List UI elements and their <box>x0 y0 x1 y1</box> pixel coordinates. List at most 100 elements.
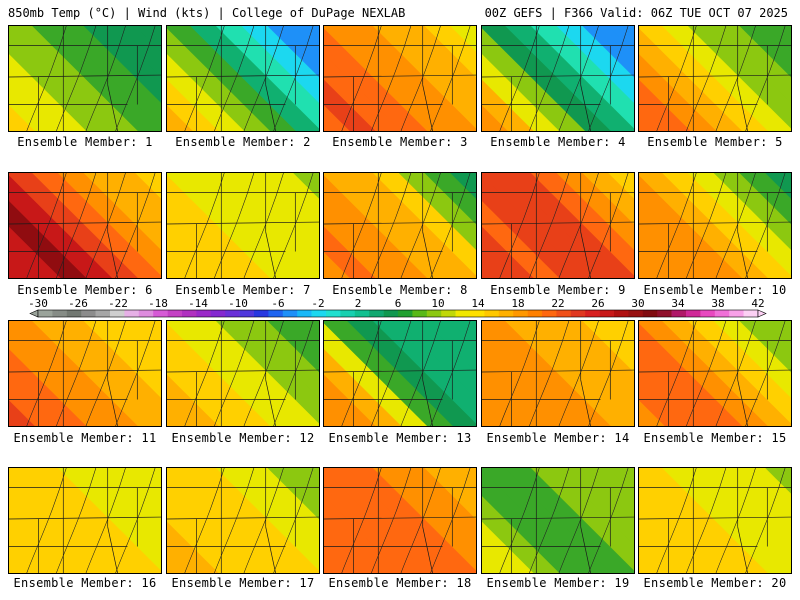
state-boundary-line <box>482 74 634 78</box>
temperature-field <box>639 26 791 131</box>
colorbar-tick-label: 22 <box>551 298 564 310</box>
colorbar-segment <box>354 310 370 317</box>
contour-line <box>529 468 570 573</box>
contour-line <box>558 173 599 278</box>
state-boundary-line <box>482 221 634 225</box>
contour-line <box>558 321 599 426</box>
map-panel-member-4 <box>481 25 635 132</box>
colorbar-segment <box>642 310 658 317</box>
contour-line <box>499 468 540 573</box>
temperature-field <box>482 468 634 573</box>
colorbar-segment <box>614 310 629 317</box>
colorbar-tick-label: -26 <box>68 298 88 310</box>
map-panel-member-18 <box>323 467 477 574</box>
state-boundary-line <box>107 379 118 426</box>
colorbar-segment <box>513 310 528 317</box>
contour-line <box>243 321 284 426</box>
colorbar-segment <box>326 310 341 317</box>
colorbar-tick-label: 14 <box>471 298 485 310</box>
colorbar-segment <box>743 310 759 317</box>
colorbar-segment <box>369 310 384 317</box>
member-label: Ensemble Member: 4 <box>490 135 626 149</box>
temperature-band <box>482 521 534 573</box>
contour-line <box>341 468 382 573</box>
contour-line <box>588 468 629 573</box>
colorbar-segment <box>110 310 125 317</box>
state-boundary-line <box>482 516 634 520</box>
temperature-field <box>9 173 161 278</box>
temperature-field <box>167 26 319 131</box>
temperature-field <box>639 321 791 426</box>
temperature-band <box>639 79 691 131</box>
state-boundary-line <box>580 379 591 426</box>
colorbar-segment <box>470 310 485 317</box>
contour-line <box>214 26 255 131</box>
state-boundary-line <box>324 221 476 225</box>
colorbar-segment <box>714 310 730 317</box>
colorbar-segment <box>311 310 327 317</box>
contour-line <box>715 321 756 426</box>
colorbar-tick-label: -10 <box>228 298 248 310</box>
colorbar-segment <box>671 310 687 317</box>
colorbar-segment <box>95 310 111 317</box>
colorbar-segment <box>182 310 197 317</box>
map-panel-member-3 <box>323 25 477 132</box>
contour-line <box>115 321 156 426</box>
temperature-field <box>324 173 476 278</box>
member-label: Ensemble Member: 18 <box>328 576 472 590</box>
contour-line <box>115 468 156 573</box>
contour-line <box>715 26 756 131</box>
contour-line <box>558 468 599 573</box>
colorbar-segment <box>138 310 154 317</box>
contour-line <box>273 173 314 278</box>
state-boundary-line <box>167 221 319 225</box>
colorbar-segment <box>66 310 82 317</box>
contour-line <box>56 26 97 131</box>
colorbar-segment <box>585 310 600 317</box>
colorbar-tick-label: 30 <box>631 298 644 310</box>
colorbar-segment <box>210 310 226 317</box>
colorbar-right-arrow <box>757 309 767 318</box>
contour-line <box>430 321 471 426</box>
colorbar-tick-label: -22 <box>108 298 128 310</box>
member-label: Ensemble Member: 7 <box>175 283 311 297</box>
colorbar-segment <box>297 310 312 317</box>
colorbar-segment <box>239 310 255 317</box>
state-boundary-line <box>422 231 433 278</box>
temperature-field <box>482 173 634 278</box>
state-boundary-line <box>737 84 748 131</box>
colorbar-tick-label: -30 <box>28 298 48 310</box>
member-label: Ensemble Member: 12 <box>171 431 315 445</box>
member-label: Ensemble Member: 9 <box>490 283 626 297</box>
contour-line <box>184 26 225 131</box>
contour-line <box>529 321 570 426</box>
temperature-band <box>324 400 350 426</box>
contour-line <box>184 173 225 278</box>
colorbar-tick-label: 34 <box>671 298 685 310</box>
contour-line <box>85 321 126 426</box>
contour-line <box>371 26 412 131</box>
temperature-field <box>482 26 634 131</box>
colorbar-tick-label: 38 <box>711 298 724 310</box>
temperature-band <box>639 400 665 426</box>
temperature-band <box>167 374 219 426</box>
colorbar-segment <box>599 310 615 317</box>
map-panel-member-9 <box>481 172 635 279</box>
map-panel-member-1 <box>8 25 162 132</box>
temperature-band <box>324 226 376 278</box>
colorbar-segment <box>81 310 96 317</box>
temperature-band <box>482 374 534 426</box>
colorbar-segment <box>167 310 183 317</box>
temperature-band <box>324 374 376 426</box>
contour-line <box>341 173 382 278</box>
colorbar-segment <box>498 310 514 317</box>
contour-line <box>529 26 570 131</box>
state-boundary-line <box>580 84 591 131</box>
temperature-band <box>639 521 691 573</box>
contour-line <box>745 321 786 426</box>
contour-line <box>85 468 126 573</box>
map-panel-member-7 <box>166 172 320 279</box>
contour-line <box>371 173 412 278</box>
contour-line <box>56 173 97 278</box>
colorbar-segment <box>153 310 168 317</box>
